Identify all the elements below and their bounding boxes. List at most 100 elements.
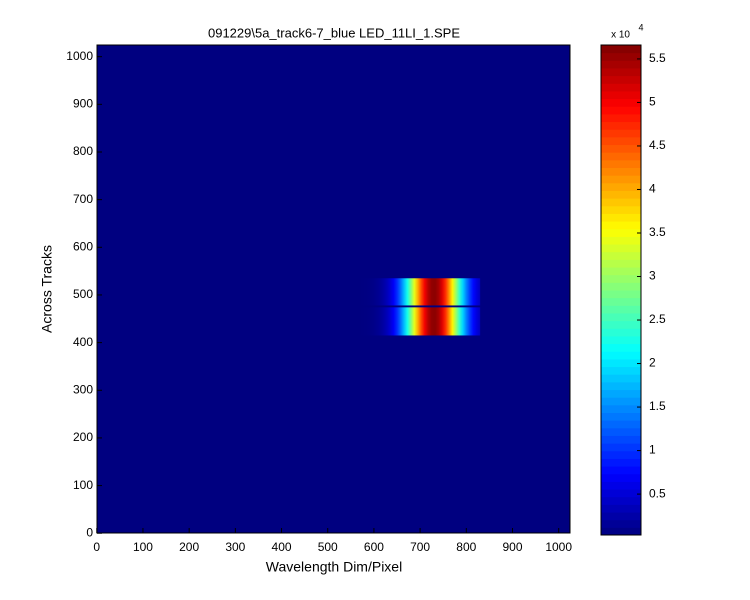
colorbar-cell — [601, 113, 641, 123]
colorbar-cell — [601, 213, 641, 222]
colorbar-tick-label: 5.5 — [649, 51, 666, 65]
colorbar-cell — [601, 259, 641, 268]
colorbar-cell — [601, 519, 641, 528]
colorbar-cell — [601, 343, 641, 352]
colorbar-cell — [601, 152, 641, 161]
y-tick-label: 200 — [73, 430, 93, 444]
colorbar-cell — [601, 458, 641, 467]
colorbar-cell — [601, 504, 641, 513]
x-tick-label: 500 — [318, 540, 338, 554]
x-tick-label: 900 — [502, 540, 522, 554]
x-tick-label: 700 — [410, 540, 430, 554]
axes-frame — [96, 44, 571, 534]
colorbar-cell — [601, 305, 641, 314]
x-tick-label: 100 — [133, 540, 153, 554]
colorbar-cell — [601, 167, 641, 176]
colorbar-cell — [601, 198, 641, 207]
colorbar-cell — [601, 496, 641, 505]
colorbar-tick-label: 0.5 — [649, 486, 666, 500]
colorbar-cell — [601, 512, 641, 521]
colorbar-tick-label: 4.5 — [649, 138, 666, 152]
colorbar-tick-label: 3 — [649, 269, 656, 283]
colorbar-cell — [601, 236, 641, 245]
colorbar-cell — [601, 427, 641, 436]
colorbar-cell — [601, 175, 641, 184]
colorbar-cell — [601, 60, 641, 69]
colorbar-cell — [601, 144, 641, 153]
colorbar-cell — [601, 489, 641, 498]
intensity-band — [341, 307, 481, 336]
colorbar-cell — [601, 75, 641, 84]
colorbar-cell — [601, 320, 641, 329]
colorbar-exponent: 4 — [638, 22, 643, 32]
colorbar-cell — [601, 404, 641, 413]
colorbar-cell — [601, 374, 641, 383]
colorbar-cell — [601, 205, 641, 214]
colorbar-cell — [601, 159, 641, 168]
colorbar-cell — [601, 282, 641, 291]
y-tick-label: 700 — [73, 192, 93, 206]
colorbar-cell — [601, 420, 641, 429]
colorbar-cell — [601, 435, 641, 444]
colorbar-cell — [601, 228, 641, 237]
colorbar-cell — [601, 366, 641, 375]
x-tick-label: 200 — [179, 540, 199, 554]
colorbar-cell — [601, 45, 641, 54]
colorbar-tick-label: 5 — [649, 95, 656, 109]
colorbar-cell — [601, 412, 641, 421]
colorbar-frame — [600, 44, 642, 536]
colorbar-cell — [601, 358, 641, 368]
colorbar-cell — [601, 397, 641, 406]
colorbar-cell — [601, 381, 641, 391]
colorbar-cell — [601, 98, 641, 107]
colorbar-cell — [601, 106, 641, 115]
colorbar-cell — [601, 297, 641, 306]
colorbar-cell — [601, 67, 641, 77]
x-tick-label: 0 — [93, 540, 100, 554]
colorbar-cell — [601, 190, 641, 199]
colorbar-cell — [601, 244, 641, 253]
colorbar-cell — [601, 221, 641, 230]
x-axis-label: Wavelength Dim/Pixel — [266, 559, 402, 575]
colorbar-cell — [601, 52, 641, 61]
colorbar-cell — [601, 290, 641, 299]
image-background — [97, 45, 570, 533]
colorbar-cell — [601, 481, 641, 490]
colorbar-cell — [601, 90, 641, 100]
chart-title: 091229\5a_track6-7_blue LED_11LI_1.SPE — [208, 25, 460, 40]
y-tick-label: 100 — [73, 478, 93, 492]
colorbar-cell — [601, 136, 641, 146]
y-tick-label: 900 — [73, 97, 93, 111]
x-tick-label: 1000 — [545, 540, 572, 554]
colorbar-multiplier: x 10 — [611, 30, 630, 41]
colorbar-cell — [601, 83, 641, 92]
colorbar-cell — [601, 182, 641, 191]
colorbar-cell — [601, 389, 641, 398]
colorbar-cell — [601, 251, 641, 260]
x-tick-label: 400 — [272, 540, 292, 554]
colorbar-tick-label: 2.5 — [649, 312, 666, 326]
colorbar-cell — [601, 328, 641, 337]
colorbar-tick-label: 3.5 — [649, 225, 666, 239]
colorbar-cell — [601, 351, 641, 360]
colorbar-tick-label: 1 — [649, 443, 656, 457]
y-tick-label: 600 — [73, 239, 93, 253]
colorbar-cell — [601, 450, 641, 459]
x-tick-label: 300 — [225, 540, 245, 554]
colorbar-tick-label: 4 — [649, 182, 656, 196]
colorbar-tick-label: 1.5 — [649, 399, 666, 413]
y-tick-label: 1000 — [66, 49, 93, 63]
colorbar-tick-label: 2 — [649, 356, 656, 370]
y-tick-label: 300 — [73, 382, 93, 396]
colorbar-cell — [601, 335, 641, 345]
y-tick-label: 400 — [73, 335, 93, 349]
colorbar-cell — [601, 129, 641, 138]
colorbar-cell — [601, 466, 641, 475]
colorbar-cell — [601, 121, 641, 130]
x-tick-label: 600 — [364, 540, 384, 554]
colorbar-cell — [601, 527, 641, 536]
colorbar-cell — [601, 473, 641, 482]
y-tick-label: 0 — [86, 525, 93, 539]
colorbar-cell — [601, 274, 641, 283]
